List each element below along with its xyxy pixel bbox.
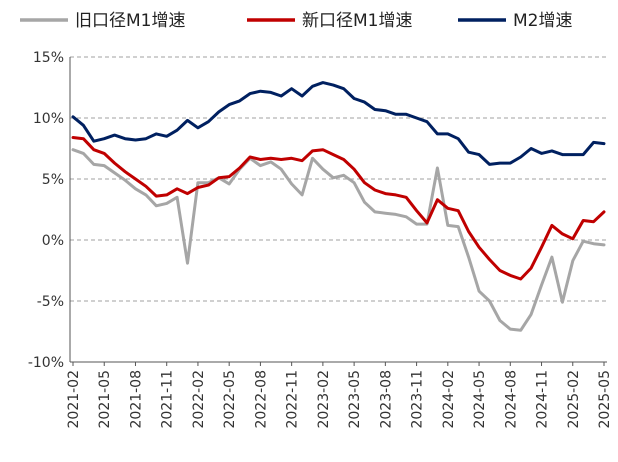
series-line-1 — [71, 136, 606, 281]
legend-label-1: 新口径M1增速 — [302, 11, 412, 31]
x-tick-label: 2024-08 — [503, 370, 519, 429]
y-tick-label: 5% — [42, 172, 64, 188]
y-axis: 15% 10% 5% 0% -5% -10% — [28, 50, 71, 371]
y-tick-label: -10% — [28, 355, 64, 371]
legend-label-2: M2增速 — [513, 11, 572, 31]
legend: 旧口径M1增速 新口径M1增速 M2增速 — [20, 11, 572, 31]
x-tick-label: 2022-11 — [285, 370, 301, 429]
x-tick-label: 2021-02 — [66, 370, 82, 429]
x-tick-label: 2022-08 — [253, 370, 269, 429]
y-tick-label: -5% — [37, 294, 64, 310]
x-tick-label: 2024-05 — [472, 370, 488, 429]
y-tick-label: 15% — [33, 50, 64, 66]
x-tick-label: 2025-02 — [566, 370, 582, 429]
x-tick-label: 2023-11 — [410, 370, 426, 429]
legend-label-0: 旧口径M1增速 — [75, 11, 185, 31]
x-tick-label: 2022-05 — [222, 370, 238, 429]
x-tick-label: 2021-05 — [97, 370, 113, 429]
series-line-2 — [71, 81, 606, 166]
x-tick-label: 2021-08 — [128, 370, 144, 429]
series-line-0 — [71, 148, 606, 332]
x-tick-label: 2024-02 — [441, 370, 457, 429]
x-tick-label: 2023-02 — [316, 370, 332, 429]
x-tick-label: 2023-08 — [378, 370, 394, 429]
series-group — [71, 81, 606, 332]
x-tick-label: 2024-11 — [535, 370, 551, 429]
x-tick-label: 2023-05 — [347, 370, 363, 429]
y-tick-label: 0% — [42, 233, 64, 249]
gridlines — [70, 56, 607, 302]
x-tick-label: 2022-02 — [191, 370, 207, 429]
x-tick-label: 2025-05 — [597, 370, 613, 429]
x-tick-label: 2021-11 — [160, 370, 176, 429]
x-axis: 2021-02 2021-05 2021-08 2021-11 2022-02 2022-… — [66, 361, 613, 429]
y-tick-label: 10% — [33, 111, 64, 127]
